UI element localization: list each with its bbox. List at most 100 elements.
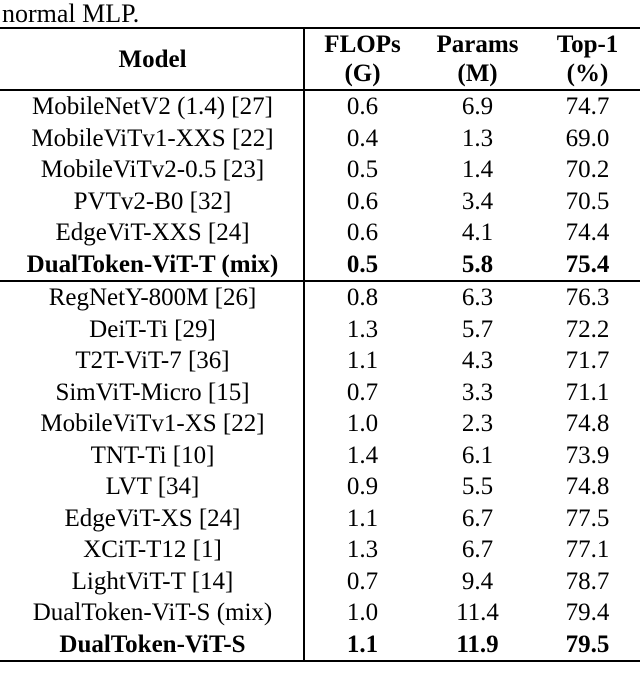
- flops-cell: 1.4: [346, 441, 379, 469]
- column-header-params-line1: Params: [436, 31, 519, 58]
- table-row: DeiT-Ti [29] 1.3 5.7 72.2: [0, 314, 640, 346]
- model-cell: MobileViTv2-0.5 [23]: [40, 156, 265, 184]
- model-cell: SimViT-Micro [15]: [55, 378, 250, 406]
- table-rule-bottom: [0, 660, 640, 662]
- model-cell: EdgeViT-XXS [24]: [55, 219, 250, 247]
- column-header-model: Model: [118, 45, 187, 73]
- model-cell: DualToken-ViT-S: [59, 630, 246, 658]
- column-header-params: Params (M): [420, 29, 535, 89]
- flops-cell: 1.1: [346, 504, 379, 532]
- table-rule-top: [0, 27, 640, 29]
- table-row: LVT [34] 0.9 5.5 74.8: [0, 471, 640, 503]
- model-cell: DeiT-Ti [29]: [89, 315, 216, 343]
- flops-cell: 1.0: [346, 410, 379, 438]
- top1-cell: 69.0: [565, 124, 610, 152]
- top1-cell: 74.7: [565, 93, 610, 121]
- table-header-row: Model FLOPs (G) Params (M) Top-1 (%): [0, 29, 640, 89]
- top1-cell: 72.2: [565, 315, 610, 343]
- top1-cell: 78.7: [565, 567, 610, 595]
- params-cell: 6.3: [461, 284, 494, 312]
- caption-text: normal MLP.: [2, 0, 140, 28]
- params-cell: 3.3: [461, 378, 494, 406]
- flops-cell: 0.7: [346, 378, 379, 406]
- flops-cell: 1.3: [346, 536, 379, 564]
- table-row-highlight: DualToken-ViT-T (mix) 0.5 5.8 75.4: [0, 249, 640, 281]
- flops-cell: 1.1: [346, 347, 379, 375]
- top1-cell: 77.5: [565, 504, 610, 532]
- top1-cell: 74.8: [565, 410, 610, 438]
- column-separator-line: [303, 27, 305, 662]
- params-cell: 1.4: [461, 156, 494, 184]
- flops-cell: 0.9: [346, 473, 379, 501]
- top1-cell: 71.7: [565, 347, 610, 375]
- model-cell: MobileNetV2 (1.4) [27]: [32, 93, 273, 121]
- params-cell: 5.5: [461, 473, 494, 501]
- params-cell: 11.9: [456, 630, 499, 658]
- flops-cell: 0.6: [346, 93, 379, 121]
- flops-cell: 0.8: [346, 284, 379, 312]
- model-cell: LVT [34]: [105, 473, 200, 501]
- table-row: MobileViTv1-XXS [22] 0.4 1.3 69.0: [0, 123, 640, 155]
- model-cell: LightViT-T [14]: [71, 567, 234, 595]
- table-row-highlight: DualToken-ViT-S 1.1 11.9 79.5: [0, 629, 640, 661]
- top1-cell: 79.5: [565, 630, 610, 658]
- model-cell: RegNetY-800M [26]: [48, 284, 257, 312]
- params-cell: 6.7: [461, 504, 494, 532]
- table-rule-header: [0, 89, 640, 91]
- top1-cell: 79.4: [565, 599, 610, 627]
- top1-cell: 77.1: [565, 536, 610, 564]
- flops-cell: 1.1: [346, 630, 379, 658]
- top1-cell: 70.5: [565, 187, 610, 215]
- table-row: MobileNetV2 (1.4) [27] 0.6 6.9 74.7: [0, 91, 640, 123]
- flops-cell: 0.6: [346, 187, 379, 215]
- column-header-flops: FLOPs (G): [305, 29, 420, 89]
- top1-cell: 74.8: [565, 473, 610, 501]
- flops-cell: 1.0: [346, 599, 379, 627]
- table-row: LightViT-T [14] 0.7 9.4 78.7: [0, 566, 640, 598]
- table-row: T2T-ViT-7 [36] 1.1 4.3 71.7: [0, 345, 640, 377]
- params-cell: 2.3: [461, 410, 494, 438]
- results-table: Model FLOPs (G) Params (M) Top-1 (%) Mob…: [0, 27, 640, 662]
- model-cell: DualToken-ViT-S (mix): [32, 599, 273, 627]
- model-cell: DualToken-ViT-T (mix): [26, 250, 279, 278]
- params-cell: 4.1: [461, 219, 494, 247]
- top1-cell: 74.4: [565, 219, 610, 247]
- flops-cell: 0.6: [346, 219, 379, 247]
- flops-cell: 1.3: [346, 315, 379, 343]
- params-cell: 9.4: [461, 567, 494, 595]
- table-row: EdgeViT-XXS [24] 0.6 4.1 74.4: [0, 217, 640, 249]
- params-cell: 5.7: [461, 315, 494, 343]
- params-cell: 5.8: [461, 250, 494, 278]
- column-header-flops-line1: FLOPs: [324, 31, 401, 58]
- table-row: EdgeViT-XS [24] 1.1 6.7 77.5: [0, 503, 640, 535]
- params-cell: 6.7: [461, 536, 494, 564]
- table-row: RegNetY-800M [26] 0.8 6.3 76.3: [0, 282, 640, 314]
- table-row: SimViT-Micro [15] 0.7 3.3 71.1: [0, 377, 640, 409]
- model-cell: TNT-Ti [10]: [90, 441, 215, 469]
- table-row: DualToken-ViT-S (mix) 1.0 11.4 79.4: [0, 597, 640, 629]
- flops-cell: 0.4: [346, 124, 379, 152]
- top1-cell: 71.1: [565, 378, 610, 406]
- params-cell: 6.9: [461, 93, 494, 121]
- params-cell: 1.3: [461, 124, 494, 152]
- model-cell: MobileViTv1-XS [22]: [40, 410, 265, 438]
- top1-cell: 73.9: [565, 441, 610, 469]
- model-cell: T2T-ViT-7 [36]: [75, 347, 230, 375]
- top1-cell: 76.3: [565, 284, 610, 312]
- table-row: MobileViTv1-XS [22] 1.0 2.3 74.8: [0, 408, 640, 440]
- column-header-params-line2: (M): [457, 60, 498, 87]
- column-header-top1: Top-1 (%): [535, 29, 640, 89]
- model-cell: PVTv2-B0 [32]: [73, 187, 232, 215]
- top1-cell: 75.4: [565, 250, 610, 278]
- model-cell: EdgeViT-XS [24]: [64, 504, 241, 532]
- model-cell: MobileViTv1-XXS [22]: [31, 124, 274, 152]
- params-cell: 6.1: [461, 441, 494, 469]
- params-cell: 11.4: [456, 599, 499, 627]
- table-row: XCiT-T12 [1] 1.3 6.7 77.1: [0, 534, 640, 566]
- top1-cell: 70.2: [565, 156, 610, 184]
- column-header-top1-line2: (%): [566, 60, 609, 87]
- column-header-flops-line2: (G): [344, 60, 381, 87]
- params-cell: 4.3: [461, 347, 494, 375]
- model-cell: XCiT-T12 [1]: [83, 536, 222, 564]
